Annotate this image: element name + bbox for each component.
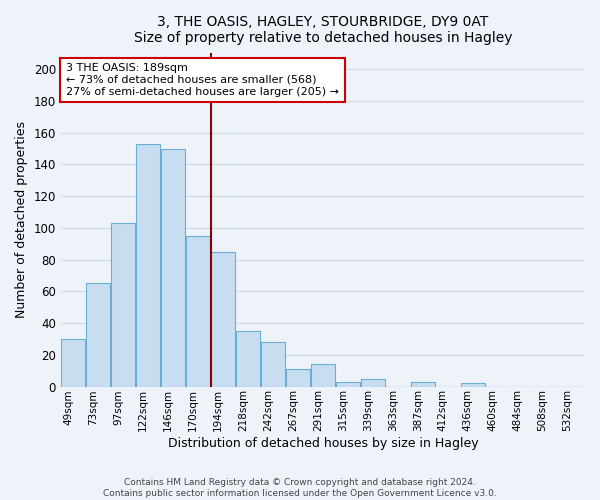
- Bar: [261, 342, 285, 386]
- Bar: [411, 382, 434, 386]
- Bar: [112, 223, 135, 386]
- Bar: [336, 382, 360, 386]
- Y-axis label: Number of detached properties: Number of detached properties: [15, 122, 28, 318]
- Bar: [61, 339, 85, 386]
- Title: 3, THE OASIS, HAGLEY, STOURBRIDGE, DY9 0AT
Size of property relative to detached: 3, THE OASIS, HAGLEY, STOURBRIDGE, DY9 0…: [134, 15, 512, 45]
- Bar: [211, 252, 235, 386]
- X-axis label: Distribution of detached houses by size in Hagley: Distribution of detached houses by size …: [167, 437, 478, 450]
- Bar: [361, 378, 385, 386]
- Bar: [161, 148, 185, 386]
- Text: 3 THE OASIS: 189sqm
← 73% of detached houses are smaller (568)
27% of semi-detac: 3 THE OASIS: 189sqm ← 73% of detached ho…: [66, 64, 339, 96]
- Text: Contains HM Land Registry data © Crown copyright and database right 2024.
Contai: Contains HM Land Registry data © Crown c…: [103, 478, 497, 498]
- Bar: [286, 369, 310, 386]
- Bar: [461, 384, 485, 386]
- Bar: [186, 236, 210, 386]
- Bar: [311, 364, 335, 386]
- Bar: [236, 331, 260, 386]
- Bar: [86, 284, 110, 387]
- Bar: [136, 144, 160, 386]
